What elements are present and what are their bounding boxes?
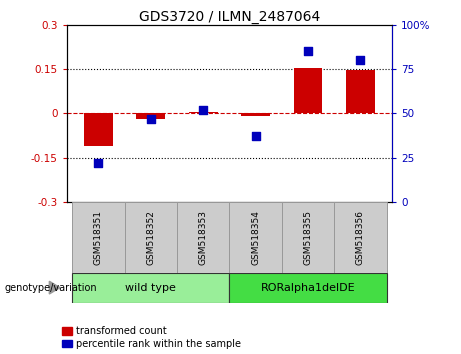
Bar	[84, 113, 112, 146]
Text: GSM518356: GSM518356	[356, 210, 365, 265]
Bar	[229, 202, 282, 273]
Text: GSM518353: GSM518353	[199, 210, 207, 265]
Bar	[346, 70, 375, 113]
Text: GSM518352: GSM518352	[146, 210, 155, 265]
Bar	[241, 113, 270, 116]
Point	[304, 48, 312, 54]
Polygon shape	[49, 281, 60, 294]
Title: GDS3720 / ILMN_2487064: GDS3720 / ILMN_2487064	[139, 10, 320, 24]
Point	[252, 133, 259, 139]
Text: RORalpha1delDE: RORalpha1delDE	[260, 282, 355, 293]
Bar	[124, 202, 177, 273]
Bar	[294, 68, 322, 113]
Bar	[136, 113, 165, 119]
Bar	[72, 273, 229, 303]
Legend: transformed count, percentile rank within the sample: transformed count, percentile rank withi…	[63, 326, 241, 349]
Point	[200, 107, 207, 113]
Bar	[334, 202, 387, 273]
Text: GSM518355: GSM518355	[303, 210, 313, 265]
Text: wild type: wild type	[125, 282, 176, 293]
Text: GSM518354: GSM518354	[251, 210, 260, 265]
Text: GSM518351: GSM518351	[94, 210, 103, 265]
Bar	[72, 202, 124, 273]
Point	[357, 57, 364, 63]
Bar	[229, 273, 387, 303]
Bar	[282, 202, 334, 273]
Bar	[189, 112, 218, 113]
Bar	[177, 202, 229, 273]
Text: genotype/variation: genotype/variation	[5, 282, 97, 293]
Point	[147, 116, 154, 121]
Point	[95, 160, 102, 166]
